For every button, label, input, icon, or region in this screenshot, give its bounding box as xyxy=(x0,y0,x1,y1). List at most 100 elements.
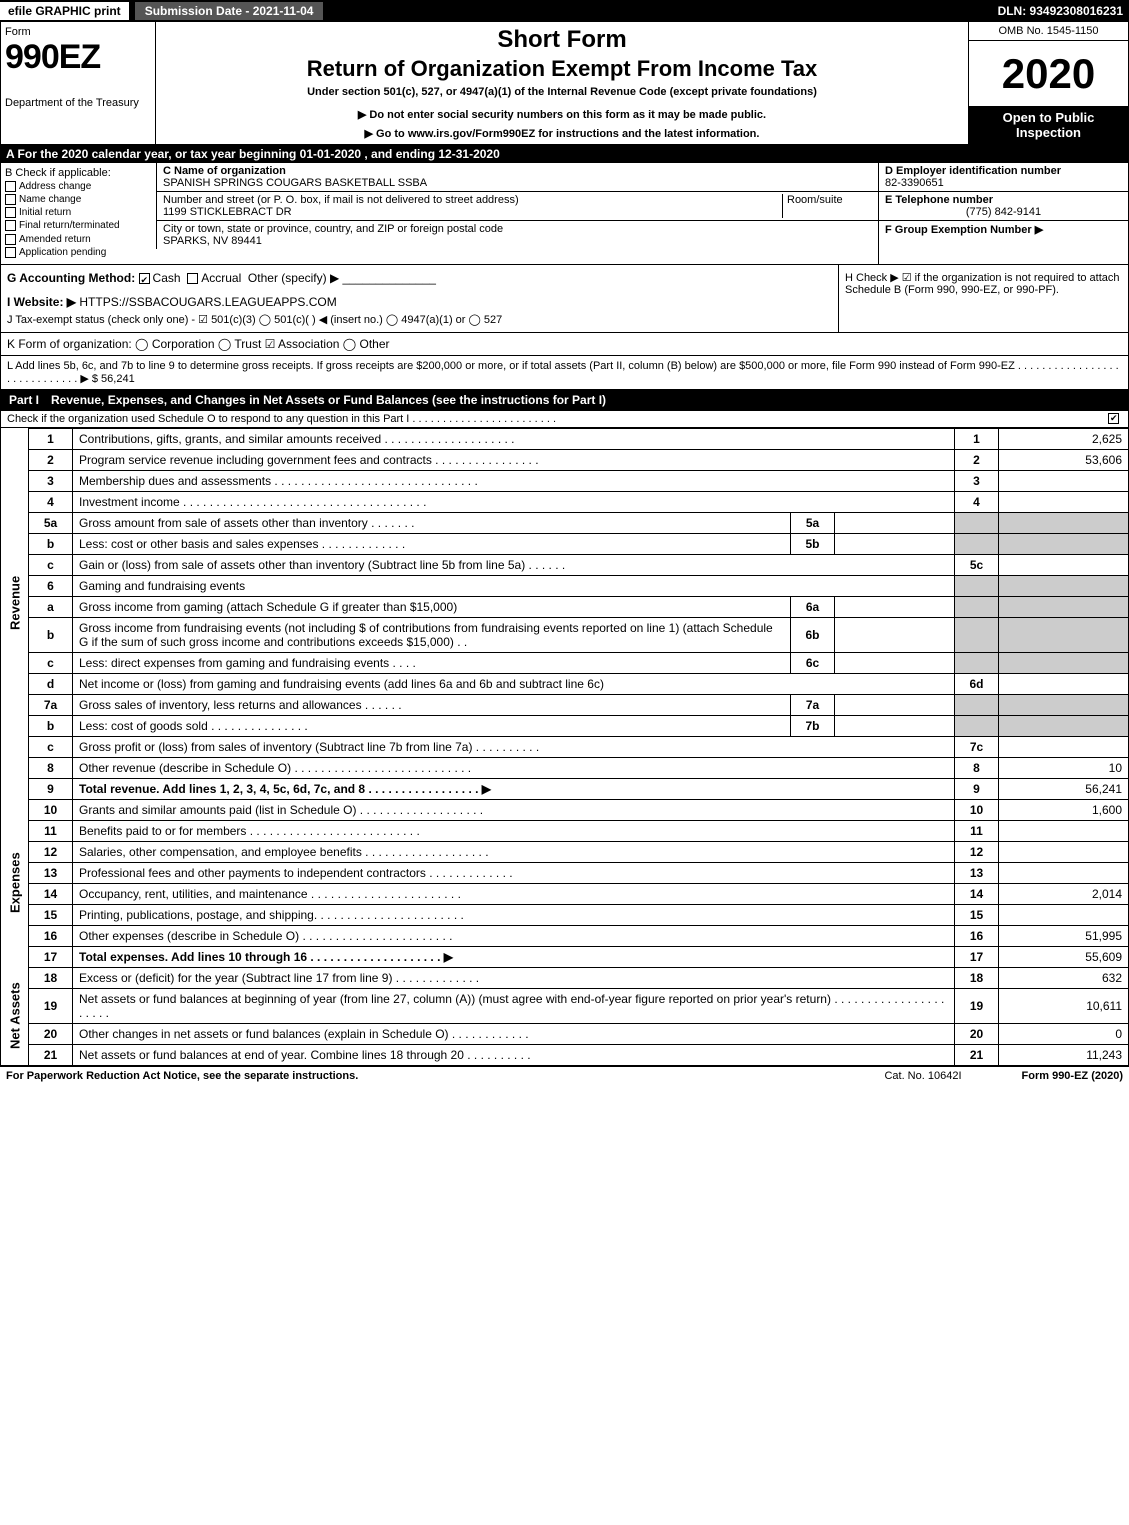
line-7b-amt-shaded xyxy=(999,715,1129,736)
line-1: Revenue 1 Contributions, gifts, grants, … xyxy=(1,428,1129,449)
top-bar: efile GRAPHIC print Submission Date - 20… xyxy=(0,0,1129,22)
chk-final-return[interactable]: Final return/terminated xyxy=(5,220,152,231)
line-13-num: 13 xyxy=(29,862,73,883)
chk-application-pending[interactable]: Application pending xyxy=(5,247,152,258)
efile-label[interactable]: efile GRAPHIC print xyxy=(0,2,129,20)
line-6c-num: c xyxy=(29,652,73,673)
line-20: 20 Other changes in net assets or fund b… xyxy=(1,1023,1129,1044)
line-3-num: 3 xyxy=(29,470,73,491)
line-10: Expenses 10 Grants and similar amounts p… xyxy=(1,799,1129,820)
line-11-amt xyxy=(999,820,1129,841)
line-10-rnum: 10 xyxy=(955,799,999,820)
line-17-label: Total expenses. Add lines 10 through 16 … xyxy=(73,946,955,967)
line-15-num: 15 xyxy=(29,904,73,925)
line-6a: a Gross income from gaming (attach Sched… xyxy=(1,596,1129,617)
city-value: SPARKS, NV 89441 xyxy=(163,235,872,247)
line-6-num: 6 xyxy=(29,575,73,596)
line-6a-sv xyxy=(835,596,955,617)
c-name-label: C Name of organization xyxy=(163,165,872,177)
line-1-num: 1 xyxy=(29,428,73,449)
revenue-side-label: Revenue xyxy=(1,428,29,778)
line-10-num: 10 xyxy=(29,799,73,820)
line-7a-sn: 7a xyxy=(791,694,835,715)
line-7c-num: c xyxy=(29,736,73,757)
line-19-rnum: 19 xyxy=(955,988,999,1023)
line-19-num: 19 xyxy=(29,988,73,1023)
tel-label: E Telephone number xyxy=(885,194,1122,206)
line-21-rnum: 21 xyxy=(955,1044,999,1065)
line-7b-label: Less: cost of goods sold . . . . . . . .… xyxy=(73,715,791,736)
line-8-label: Other revenue (describe in Schedule O) .… xyxy=(73,757,955,778)
line-7c-amt xyxy=(999,736,1129,757)
line-7b-num: b xyxy=(29,715,73,736)
line-19: 19 Net assets or fund balances at beginn… xyxy=(1,988,1129,1023)
line-20-amt: 0 xyxy=(999,1023,1129,1044)
line-17-rnum: 17 xyxy=(955,946,999,967)
line-6b-amt-shaded xyxy=(999,617,1129,652)
line-6a-rnum-shaded xyxy=(955,596,999,617)
line-5a-rnum-shaded xyxy=(955,512,999,533)
line-11: 11 Benefits paid to or for members . . .… xyxy=(1,820,1129,841)
section-gh: G Accounting Method: Cash Accrual Other … xyxy=(0,265,1129,333)
line-9-rnum: 9 xyxy=(955,778,999,799)
line-13: 13 Professional fees and other payments … xyxy=(1,862,1129,883)
line-6c-rnum-shaded xyxy=(955,652,999,673)
chk-accrual[interactable] xyxy=(187,273,198,284)
part1-header: Part I Revenue, Expenses, and Changes in… xyxy=(0,390,1129,411)
line-4-rnum: 4 xyxy=(955,491,999,512)
short-form-title: Short Form xyxy=(164,26,960,54)
line-13-amt xyxy=(999,862,1129,883)
line-6d: d Net income or (loss) from gaming and f… xyxy=(1,673,1129,694)
line-6c: c Less: direct expenses from gaming and … xyxy=(1,652,1129,673)
l-amount: 56,241 xyxy=(101,373,135,385)
line-6a-label: Gross income from gaming (attach Schedul… xyxy=(73,596,791,617)
street-value: 1199 STICKLEBRACT DR xyxy=(163,206,782,218)
chk-amended-return[interactable]: Amended return xyxy=(5,234,152,245)
part1-num: Part I xyxy=(1,390,47,410)
chk-name-change[interactable]: Name change xyxy=(5,194,152,205)
line-16: 16 Other expenses (describe in Schedule … xyxy=(1,925,1129,946)
check-o-checkbox[interactable] xyxy=(1108,413,1122,425)
go-to-link[interactable]: ▶ Go to www.irs.gov/Form990EZ for instru… xyxy=(164,127,960,140)
line-21: 21 Net assets or fund balances at end of… xyxy=(1,1044,1129,1065)
form-header: Form 990EZ Department of the Treasury Sh… xyxy=(0,22,1129,145)
line-6b-num: b xyxy=(29,617,73,652)
line-7c-rnum: 7c xyxy=(955,736,999,757)
line-5a-sv xyxy=(835,512,955,533)
line-18-amt: 632 xyxy=(999,967,1129,988)
line-5b-amt-shaded xyxy=(999,533,1129,554)
section-k: K Form of organization: ◯ Corporation ◯ … xyxy=(0,333,1129,356)
chk-amended-return-label: Amended return xyxy=(19,234,91,245)
chk-initial-return-label: Initial return xyxy=(19,207,71,218)
line-5a-num: 5a xyxy=(29,512,73,533)
e-telephone: E Telephone number (775) 842-9141 xyxy=(879,192,1128,221)
line-18-rnum: 18 xyxy=(955,967,999,988)
line-8-amt: 10 xyxy=(999,757,1129,778)
line-5a-sn: 5a xyxy=(791,512,835,533)
chk-initial-return[interactable]: Initial return xyxy=(5,207,152,218)
chk-cash[interactable] xyxy=(139,273,150,284)
line-6a-num: a xyxy=(29,596,73,617)
line-17: 17 Total expenses. Add lines 10 through … xyxy=(1,946,1129,967)
website-value[interactable]: HTTPS://SSBACOUGARS.LEAGUEAPPS.COM xyxy=(79,295,336,309)
header-mid: Short Form Return of Organization Exempt… xyxy=(156,22,968,144)
expenses-side-label: Expenses xyxy=(1,799,29,967)
c-city-row: City or town, state or province, country… xyxy=(156,221,878,249)
line-2: 2 Program service revenue including gove… xyxy=(1,449,1129,470)
g-cash-label: Cash xyxy=(153,271,181,285)
line-6-rnum-shaded xyxy=(955,575,999,596)
header-right: OMB No. 1545-1150 2020 Open to Public In… xyxy=(968,22,1128,144)
line-7c: c Gross profit or (loss) from sales of i… xyxy=(1,736,1129,757)
section-h: H Check ▶ ☑ if the organization is not r… xyxy=(838,265,1128,332)
c-name-row: C Name of organization SPANISH SPRINGS C… xyxy=(156,163,878,192)
line-14-num: 14 xyxy=(29,883,73,904)
line-12: 12 Salaries, other compensation, and emp… xyxy=(1,841,1129,862)
line-18-num: 18 xyxy=(29,967,73,988)
line-6d-amt xyxy=(999,673,1129,694)
submission-date: Submission Date - 2021-11-04 xyxy=(135,2,324,20)
line-6b-sv xyxy=(835,617,955,652)
line-5b-sn: 5b xyxy=(791,533,835,554)
under-section: Under section 501(c), 527, or 4947(a)(1)… xyxy=(164,86,960,98)
chk-address-change[interactable]: Address change xyxy=(5,181,152,192)
line-5b-rnum-shaded xyxy=(955,533,999,554)
